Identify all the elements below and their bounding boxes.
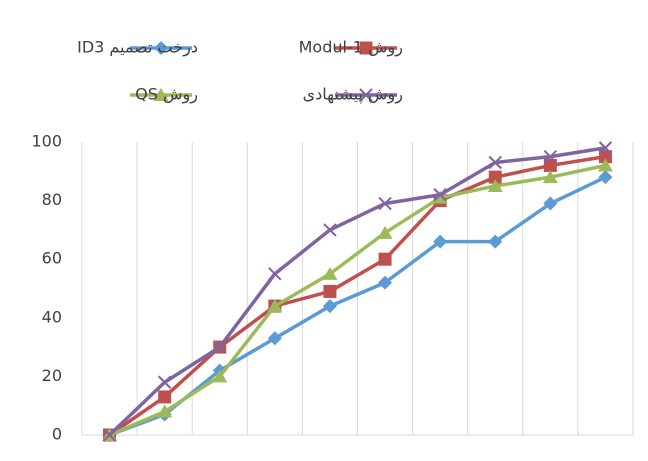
marker (153, 88, 169, 101)
marker (488, 234, 503, 249)
marker (488, 170, 502, 184)
marker (432, 190, 448, 204)
y-tick-label: 20 (42, 366, 62, 385)
marker (212, 369, 228, 383)
marker (543, 149, 558, 164)
y-tick-label: 40 (42, 307, 62, 326)
marker (378, 275, 393, 290)
y-tick-label: 60 (42, 249, 62, 268)
y-tick-label: 80 (42, 190, 62, 209)
marker (267, 299, 283, 313)
y-tick-label: 0 (52, 425, 62, 444)
marker (378, 196, 392, 211)
marker (598, 170, 613, 185)
marker (487, 178, 503, 192)
y-tick-label: 100 (31, 132, 62, 151)
marker (158, 390, 172, 404)
marker (213, 340, 227, 354)
marker (323, 284, 337, 298)
marker (598, 150, 612, 164)
legend-label: درخت تصمیم ID3 (77, 38, 198, 58)
marker (543, 196, 558, 211)
series (102, 141, 613, 442)
marker (268, 267, 282, 281)
marker (102, 428, 117, 442)
marker (433, 234, 448, 249)
marker (488, 155, 502, 170)
marker (323, 223, 337, 237)
legend-item: درخت تصمیم ID3 (77, 38, 198, 58)
marker (359, 88, 373, 102)
marker (322, 266, 338, 280)
marker (322, 299, 337, 314)
legend-label: روش QS (135, 85, 198, 105)
series-line (108, 154, 606, 437)
marker (157, 404, 173, 418)
legend-item: روش QS (130, 85, 198, 105)
marker (157, 375, 172, 389)
legend-label: روش Modul-1 (299, 38, 403, 58)
marker (377, 225, 393, 239)
marker (378, 252, 392, 266)
marker (542, 170, 558, 184)
series-line (108, 146, 606, 437)
series (102, 158, 613, 441)
marker (597, 158, 613, 172)
series-line (108, 163, 606, 437)
legend-item: روش Modul-1 (299, 38, 403, 58)
marker (543, 158, 557, 172)
legend-label: روش پیشنهادی (303, 85, 403, 105)
marker (433, 188, 447, 202)
marker (359, 41, 373, 55)
marker (154, 41, 168, 55)
marker (598, 141, 613, 155)
legend-item: روش پیشنهادی (303, 85, 403, 105)
marker (267, 331, 282, 346)
